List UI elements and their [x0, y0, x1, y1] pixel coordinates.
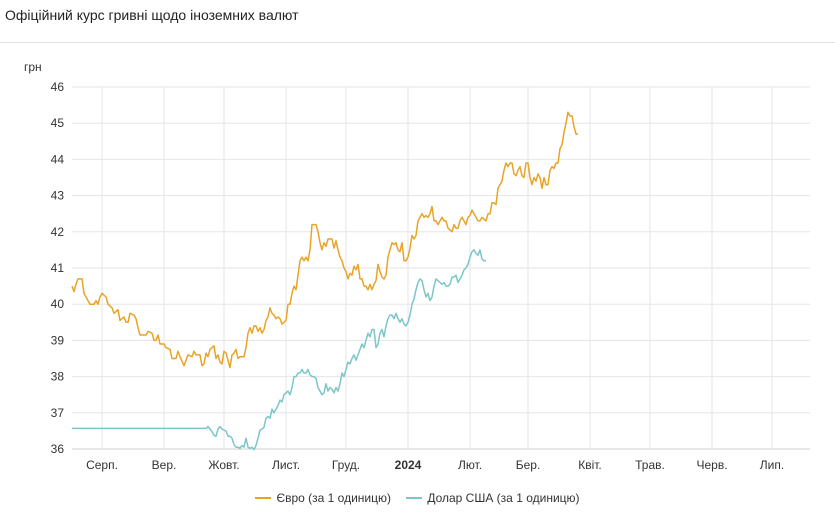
y-tick-label: 42	[51, 225, 65, 239]
y-tick-label: 45	[51, 116, 65, 130]
y-axis-unit: грн	[24, 60, 42, 74]
y-tick-label: 37	[51, 406, 65, 420]
y-tick-label: 43	[51, 189, 65, 203]
legend-item-usd[interactable]: Долар США (за 1 одиницю)	[406, 491, 580, 505]
x-tick-label: Вер.	[152, 458, 177, 472]
y-tick-label: 41	[51, 261, 65, 275]
x-tick-label: 2024	[395, 458, 422, 472]
chart-title: Офіційний курс гривні щодо іноземних вал…	[5, 7, 299, 23]
x-tick-label: Лист.	[272, 458, 300, 472]
x-tick-label: Серп.	[86, 458, 118, 472]
x-tick-label: Жовт.	[208, 458, 239, 472]
series-line-euro	[71, 111, 578, 369]
x-tick-label: Черв.	[696, 458, 727, 472]
x-tick-label: Лют.	[458, 458, 482, 472]
legend-label-euro: Євро (за 1 одиницю)	[276, 491, 391, 505]
legend: Євро (за 1 одиницю) Долар США (за 1 один…	[0, 488, 835, 505]
y-tick-label: 39	[51, 333, 65, 347]
legend-swatch-euro	[255, 497, 272, 499]
x-tick-label: Трав.	[635, 458, 665, 472]
legend-item-euro[interactable]: Євро (за 1 одиницю)	[255, 491, 391, 505]
y-axis-ticks: 36 37 38 39 40 41 42 43 44 45 46	[51, 80, 65, 456]
x-tick-label: Лип.	[760, 458, 784, 472]
header-divider	[0, 42, 835, 43]
series-line-usd	[72, 249, 486, 451]
y-tick-label: 44	[51, 152, 65, 166]
y-tick-label: 38	[51, 370, 65, 384]
legend-label-usd: Долар США (за 1 одиницю)	[427, 491, 580, 505]
series-lines	[71, 111, 578, 451]
x-tick-label: Бер.	[516, 458, 541, 472]
y-tick-label: 46	[51, 80, 65, 94]
legend-swatch-usd	[406, 497, 423, 499]
y-tick-label: 36	[51, 442, 65, 456]
x-tick-label: Квіт.	[578, 458, 602, 472]
x-axis-ticks: Серп. Вер. Жовт. Лист. Груд. 2024 Лют. Бер. Квіт…	[86, 458, 784, 472]
y-tick-label: 40	[51, 297, 65, 311]
grid-lines	[72, 86, 810, 450]
x-tick-label: Груд.	[332, 458, 360, 472]
